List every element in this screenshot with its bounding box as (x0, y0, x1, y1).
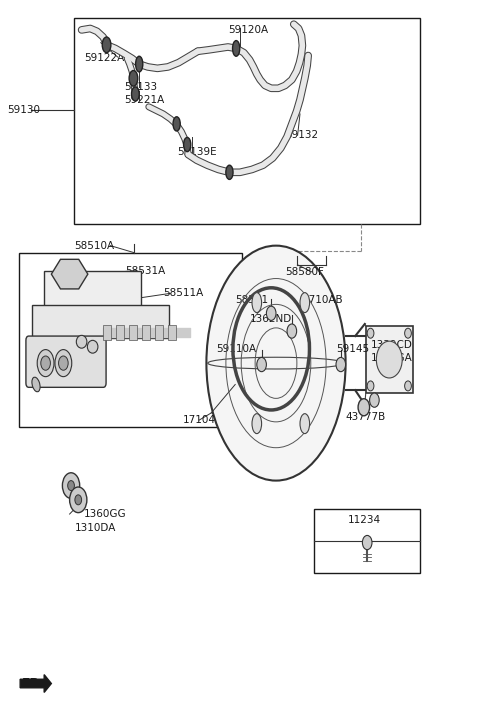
Bar (314, 509, 420, 573)
Ellipse shape (132, 87, 139, 101)
FancyBboxPatch shape (168, 325, 176, 340)
Polygon shape (51, 259, 88, 289)
Circle shape (75, 495, 82, 505)
Text: 59110A: 59110A (216, 344, 256, 354)
Circle shape (41, 356, 50, 370)
Ellipse shape (252, 414, 262, 434)
Text: 1362ND: 1362ND (250, 314, 292, 324)
Text: 1710AB: 1710AB (302, 295, 343, 305)
FancyBboxPatch shape (32, 305, 169, 338)
FancyBboxPatch shape (26, 336, 106, 387)
Text: 59221A: 59221A (124, 95, 164, 105)
Text: 58510A: 58510A (74, 241, 115, 251)
Text: 59120A: 59120A (228, 25, 268, 35)
Ellipse shape (206, 246, 346, 481)
Circle shape (59, 356, 68, 370)
Text: 59139E: 59139E (178, 147, 217, 157)
Bar (366, 326, 413, 393)
Text: FR.: FR. (22, 677, 45, 690)
Ellipse shape (135, 56, 143, 72)
Text: 58513: 58513 (48, 344, 81, 354)
Ellipse shape (32, 377, 40, 392)
Text: 59122A: 59122A (84, 53, 124, 63)
Circle shape (62, 473, 80, 498)
Circle shape (68, 481, 74, 491)
Text: 11234: 11234 (348, 515, 382, 525)
Ellipse shape (252, 293, 262, 313)
Text: 58513: 58513 (48, 357, 81, 367)
Text: 59133: 59133 (124, 82, 157, 92)
Ellipse shape (232, 41, 240, 56)
Ellipse shape (173, 117, 180, 131)
Text: 59145: 59145 (336, 344, 369, 354)
Circle shape (370, 393, 379, 407)
Bar (19, 253, 242, 427)
Bar (74, 18, 420, 224)
Circle shape (362, 535, 372, 550)
FancyBboxPatch shape (155, 325, 163, 340)
Ellipse shape (76, 335, 87, 348)
Ellipse shape (55, 350, 72, 377)
FancyBboxPatch shape (129, 325, 137, 340)
FancyArrow shape (20, 675, 51, 692)
Text: 58531A: 58531A (125, 266, 165, 276)
Circle shape (405, 328, 411, 338)
Circle shape (257, 357, 266, 372)
Text: 58580F: 58580F (286, 267, 324, 277)
Circle shape (358, 399, 370, 416)
Text: 1360GG: 1360GG (84, 509, 127, 519)
Circle shape (405, 381, 411, 391)
Text: 58511A: 58511A (163, 288, 204, 298)
Ellipse shape (376, 341, 402, 378)
FancyBboxPatch shape (116, 325, 124, 340)
Circle shape (336, 357, 346, 372)
Text: 1339CD: 1339CD (371, 340, 412, 350)
Text: 1339GA: 1339GA (371, 353, 412, 363)
Text: 17104: 17104 (182, 415, 216, 425)
FancyBboxPatch shape (142, 325, 150, 340)
Ellipse shape (184, 137, 191, 152)
Circle shape (287, 324, 297, 338)
Ellipse shape (37, 350, 54, 377)
Ellipse shape (300, 414, 310, 434)
Circle shape (367, 381, 374, 391)
Ellipse shape (129, 70, 138, 86)
Ellipse shape (102, 37, 111, 53)
Text: 59130: 59130 (7, 105, 40, 115)
Ellipse shape (226, 165, 233, 179)
Text: 59132: 59132 (286, 130, 319, 140)
Circle shape (70, 487, 87, 513)
Ellipse shape (300, 293, 310, 313)
Ellipse shape (87, 340, 98, 353)
Circle shape (266, 306, 276, 320)
Text: 58581: 58581 (235, 295, 268, 305)
FancyBboxPatch shape (44, 271, 141, 312)
Text: 1310DA: 1310DA (74, 523, 116, 533)
Circle shape (367, 328, 374, 338)
FancyBboxPatch shape (103, 325, 111, 340)
Text: 43777B: 43777B (346, 412, 386, 422)
